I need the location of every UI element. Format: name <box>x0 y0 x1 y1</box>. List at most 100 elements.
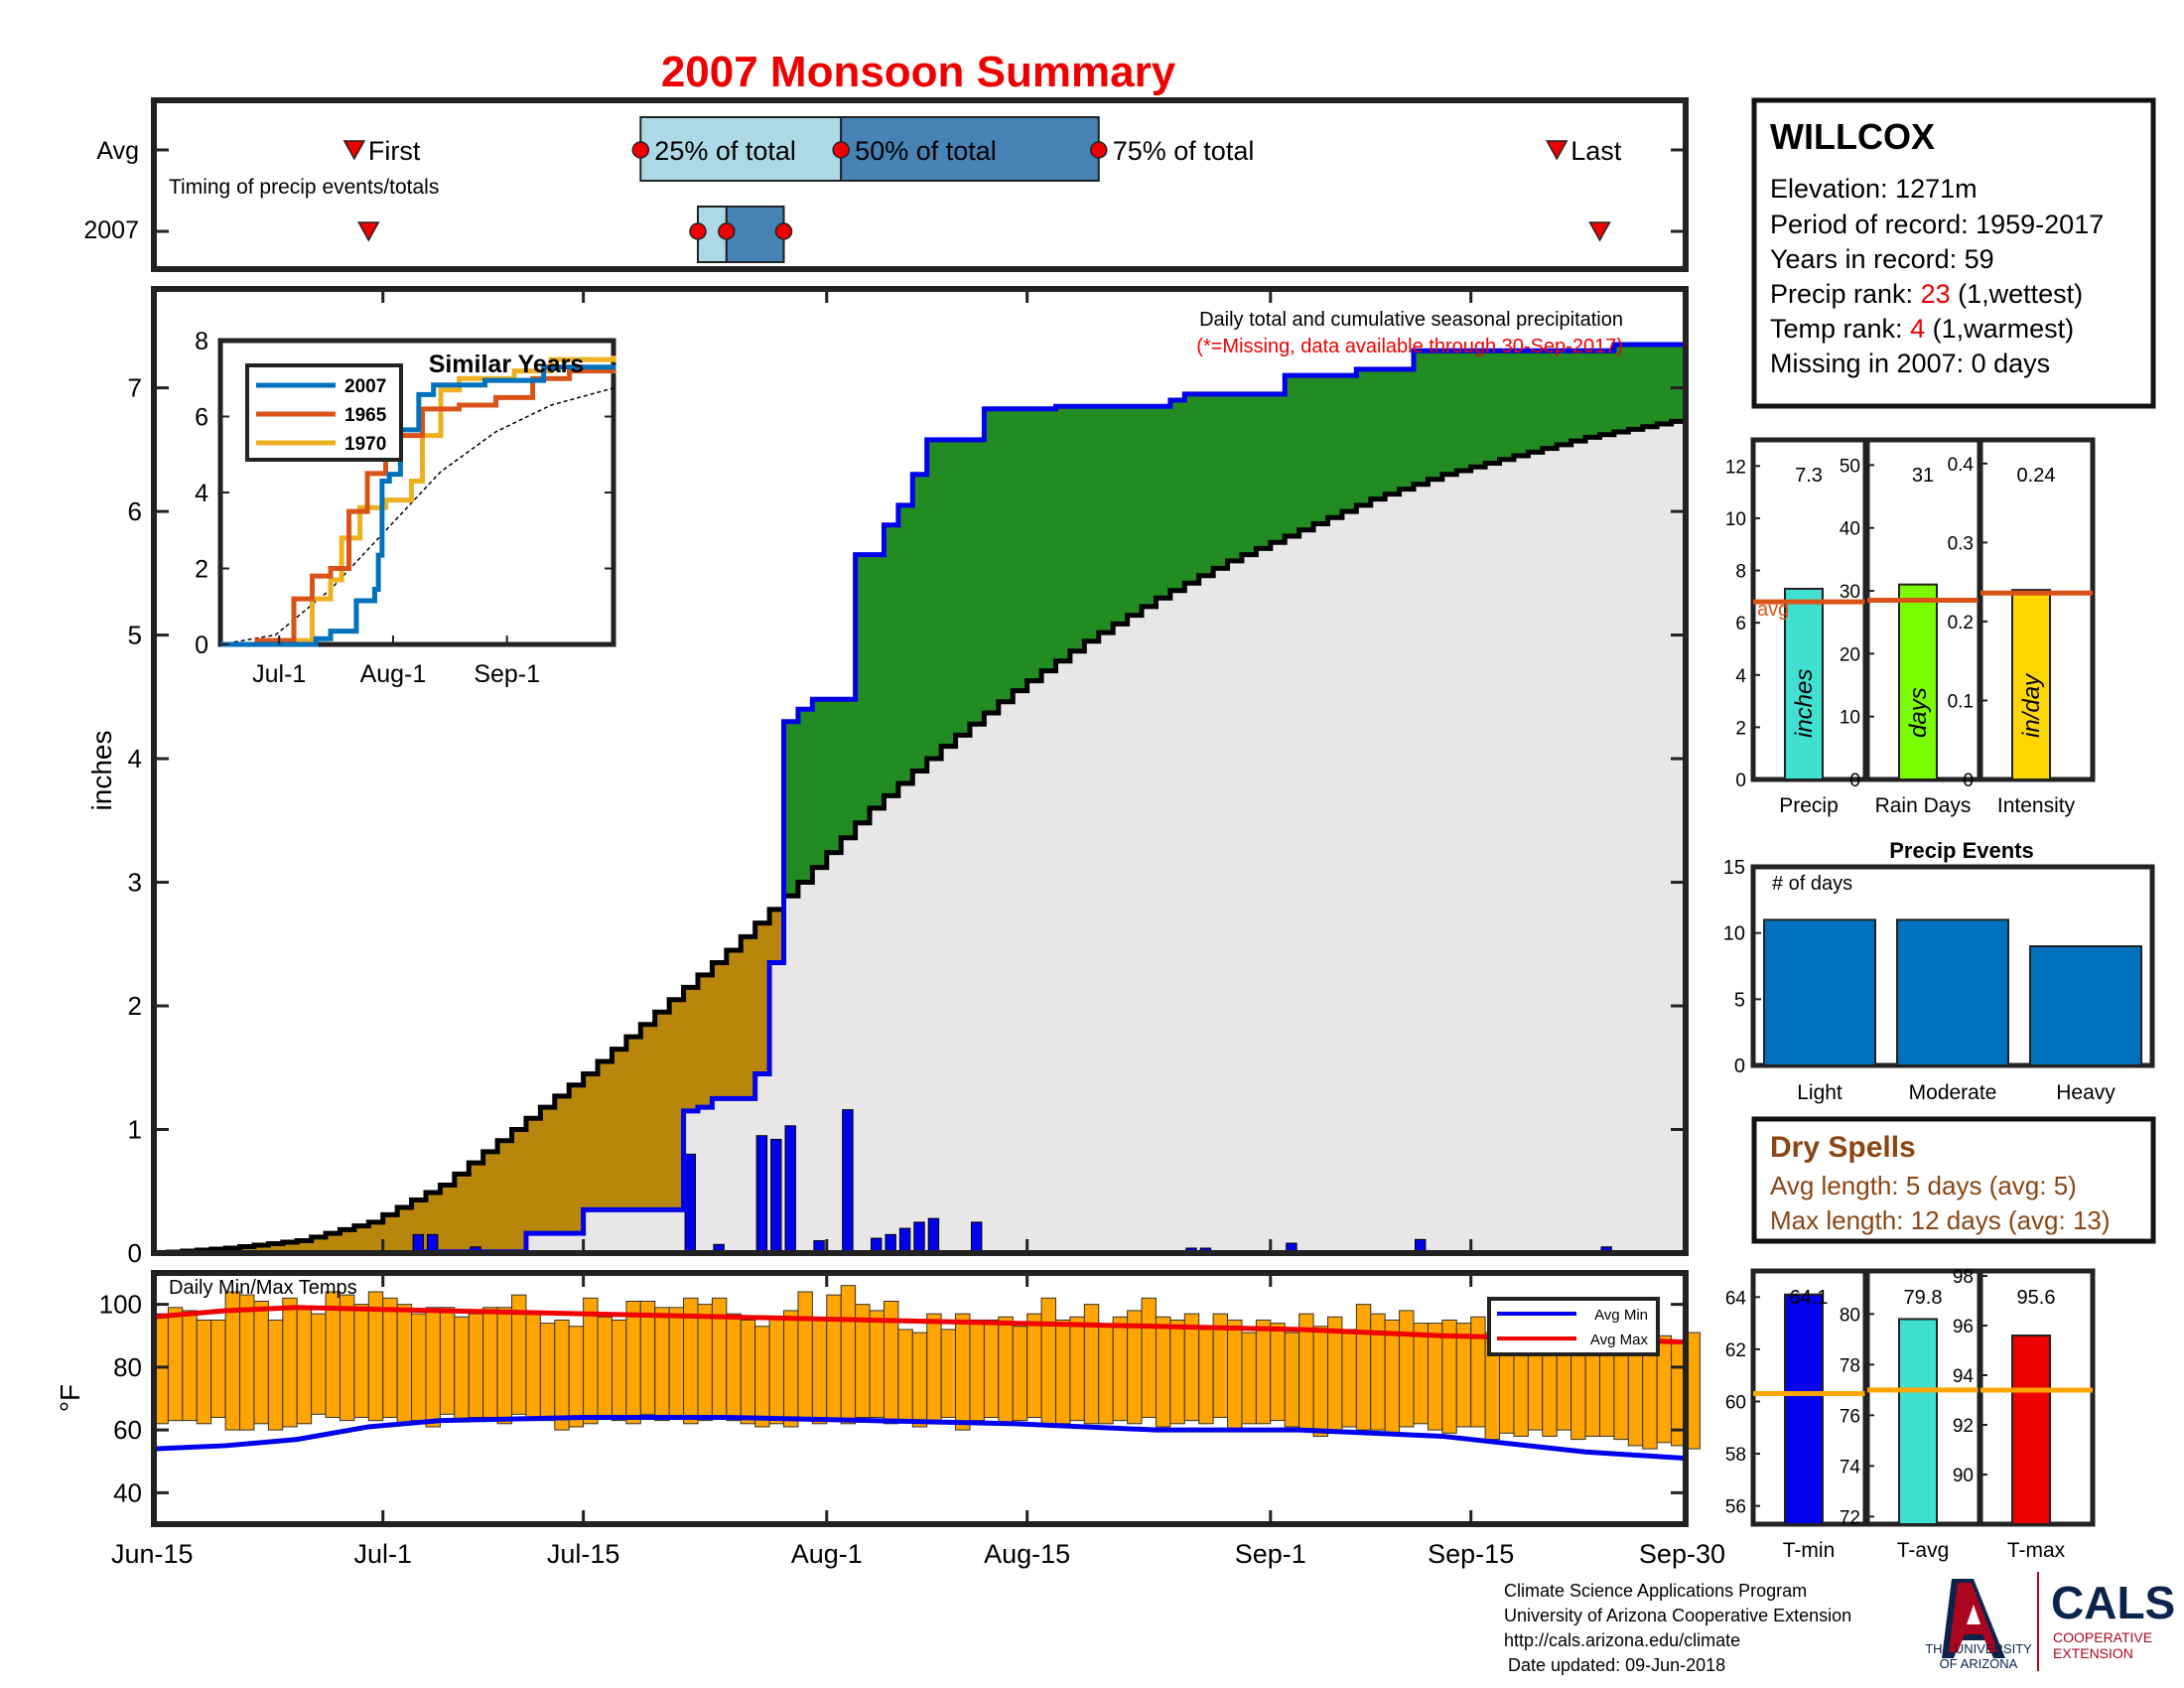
below-average-fill <box>683 987 699 1111</box>
above-average-fill <box>1127 406 1143 616</box>
footer-line4: Date updated: 09-Jun-2018 <box>1508 1655 1725 1675</box>
station-temp-rank: Temp rank: 4 (1,warmest) <box>1770 314 2074 344</box>
above-average-fill <box>1270 393 1286 543</box>
footer-line2: University of Arizona Cooperative Extens… <box>1504 1606 1851 1625</box>
above-average-fill <box>941 439 957 747</box>
above-average-fill <box>912 474 928 772</box>
main-y-tick-label: 6 <box>128 496 142 526</box>
cals-sub1: COOPERATIVE <box>2053 1629 2152 1645</box>
station-name: WILLCOX <box>1770 116 1935 157</box>
daily-precip-bar <box>684 1153 696 1254</box>
above-average-fill <box>1528 351 1544 453</box>
below-average-fill <box>583 1073 599 1210</box>
events-bar-Heavy <box>2029 945 2142 1066</box>
panel-tick-label: 0 <box>1735 771 1746 791</box>
below-average-fill <box>612 1049 627 1210</box>
year-q50-q75-box <box>725 206 785 263</box>
main-y-tick-label: 4 <box>128 744 142 774</box>
inset-series-1965 <box>220 366 616 647</box>
temp-y-tick-label: 40 <box>113 1477 142 1507</box>
events-category-label: Light <box>1797 1081 1843 1104</box>
panel-label-Intensity: Intensity <box>1997 794 2076 817</box>
temp-range-bar <box>1012 1326 1028 1422</box>
below-average-fill <box>554 1095 570 1234</box>
above-average-fill <box>969 439 985 725</box>
temp-range-bar <box>1241 1332 1257 1425</box>
main-y-tick-label: 2 <box>128 991 142 1021</box>
temp-range-bar <box>1112 1316 1129 1422</box>
temp-range-bar <box>568 1326 585 1428</box>
inset-series-1970 <box>220 355 616 647</box>
inset-x-tick-label: Sep-1 <box>474 660 540 688</box>
year-first-marker <box>357 221 380 242</box>
temp-range-bar <box>625 1300 641 1425</box>
avg-last-marker <box>1545 140 1569 161</box>
above-average-fill <box>1557 351 1572 445</box>
temp-range-bar <box>1255 1319 1272 1425</box>
temp-range-bar <box>1270 1323 1286 1422</box>
above-average-fill <box>1184 393 1200 584</box>
temp-range-bar <box>869 1310 885 1418</box>
above-average-fill <box>1098 406 1114 633</box>
above-average-fill <box>1069 406 1085 651</box>
year-q75-marker <box>774 222 793 240</box>
temp-panel-label-T-min: T-min <box>1783 1539 1836 1562</box>
daily-precip-bar <box>913 1221 925 1254</box>
daily-precip-bar <box>898 1227 911 1254</box>
below-average-fill <box>340 1229 355 1253</box>
temp-range-bar <box>353 1304 369 1418</box>
temp-range-bar <box>1169 1319 1185 1425</box>
season-bar-panels: 7.3 Precip inches 0 2 4 6 8 10 12 avg 31 Rain Days da… <box>1725 437 2096 817</box>
avg-q25-marker <box>631 141 650 159</box>
above-average-fill <box>1327 375 1343 518</box>
temp-panel-tick-label: 90 <box>1953 1466 1974 1486</box>
main-note-line1: Daily total and cumulative seasonal prec… <box>1199 309 1623 331</box>
below-average-fill <box>382 1214 398 1253</box>
temp-range-bar <box>583 1297 599 1425</box>
temp-panel-value-T-min: 64.1 <box>1790 1287 1829 1309</box>
below-average-fill <box>469 1163 484 1252</box>
above-average-fill <box>1599 351 1615 435</box>
panel-value-Precip: 7.3 <box>1795 465 1823 487</box>
panel-avg-label: avg <box>1757 599 1789 621</box>
events-tick-label: 5 <box>1734 989 1745 1011</box>
main-y-tick-label: 5 <box>128 621 142 650</box>
above-average-fill <box>884 524 899 796</box>
below-average-fill <box>497 1140 513 1252</box>
temp-range-bar <box>1413 1323 1429 1425</box>
temp-range-bar <box>668 1307 685 1418</box>
above-average-fill <box>897 504 913 783</box>
above-average-fill <box>1485 351 1501 464</box>
above-average-fill <box>984 408 1000 713</box>
temp-panel-bar-T-max <box>2011 1335 2051 1525</box>
temp-panel-tick-label: 64 <box>1725 1288 1747 1309</box>
above-average-fill <box>1241 393 1257 555</box>
temps-chart: Daily Min/Max Temps °F Avg Min Avg Max 4… <box>55 1270 1725 1569</box>
temp-range-bar <box>1054 1319 1071 1425</box>
main-y-tick-label: 7 <box>128 373 142 403</box>
similar-years-inset: 0 2 4 6 8 Jul-1 Aug-1 Sep-1 Similar Years 2007 196… <box>195 328 616 688</box>
temp-range-bar <box>339 1294 355 1422</box>
x-tick-label: Aug-15 <box>984 1539 1070 1569</box>
temp-panel-value-T-avg: 79.8 <box>1904 1287 1943 1309</box>
below-average-fill <box>326 1233 341 1253</box>
cals-text: CALS <box>2051 1577 2175 1628</box>
temp-range-bar <box>983 1319 1000 1418</box>
above-average-fill <box>1026 408 1042 681</box>
x-tick-label: Jul-15 <box>547 1539 620 1569</box>
first-label: First <box>368 136 421 166</box>
panel-label-Precip: Precip <box>1779 794 1839 817</box>
q75-label: 75% of total <box>1113 136 1255 166</box>
inset-legend-label-1965: 1965 <box>344 405 387 426</box>
events-title: Precip Events <box>1889 838 2034 863</box>
above-average-fill <box>812 699 828 868</box>
average-cumulative-line <box>154 418 1689 1256</box>
inset-legend-label-2007: 2007 <box>344 376 386 397</box>
above-average-fill <box>1113 406 1129 625</box>
below-average-fill <box>454 1174 470 1252</box>
panel-tick-label: 8 <box>1735 562 1746 583</box>
below-average-fill <box>669 999 685 1210</box>
panel-tick-label: 4 <box>1735 666 1746 687</box>
above-average-fill <box>1285 375 1300 536</box>
